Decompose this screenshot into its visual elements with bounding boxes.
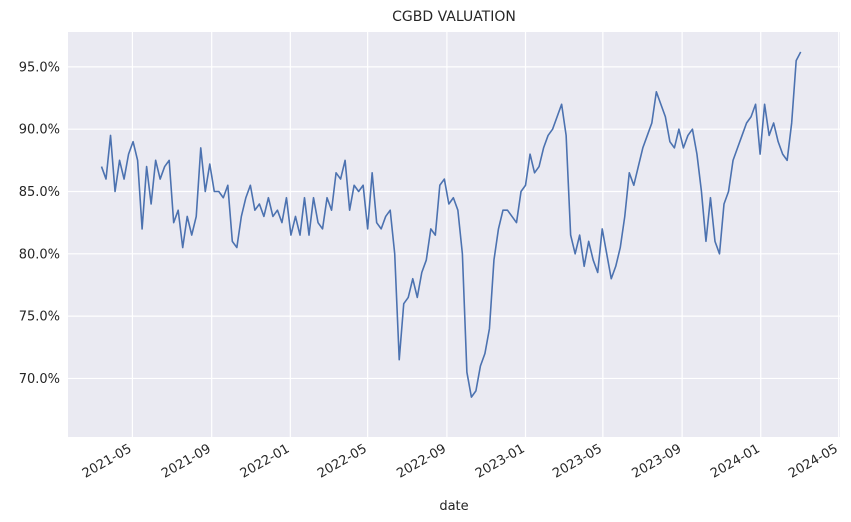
chart-title: CGBD VALUATION [392,9,516,25]
y-tick-label: 90.0% [19,123,60,138]
x-tick-label: 2023-01 [473,441,528,481]
y-tick-label: 80.0% [19,247,60,262]
x-tick-label: 2021-05 [80,441,135,481]
x-tick-label: 2022-01 [238,441,293,481]
plot-area [68,32,840,437]
x-axis-label: date [439,499,468,514]
y-tick-label: 85.0% [19,185,60,200]
data-line [100,51,802,398]
x-tick-label: 2022-05 [315,441,370,481]
x-tick-label: 2022-09 [394,441,449,481]
y-tick-label: 70.0% [19,372,60,387]
x-tick-label: 2023-09 [630,441,685,481]
x-tick-label: 2021-09 [159,441,214,481]
x-tick-label: 2024-01 [708,441,763,481]
x-tick-label: 2024-05 [786,441,841,481]
y-tick-label: 75.0% [19,310,60,325]
x-tick-label: 2023-05 [550,441,605,481]
y-tick-label: 95.0% [19,60,60,75]
